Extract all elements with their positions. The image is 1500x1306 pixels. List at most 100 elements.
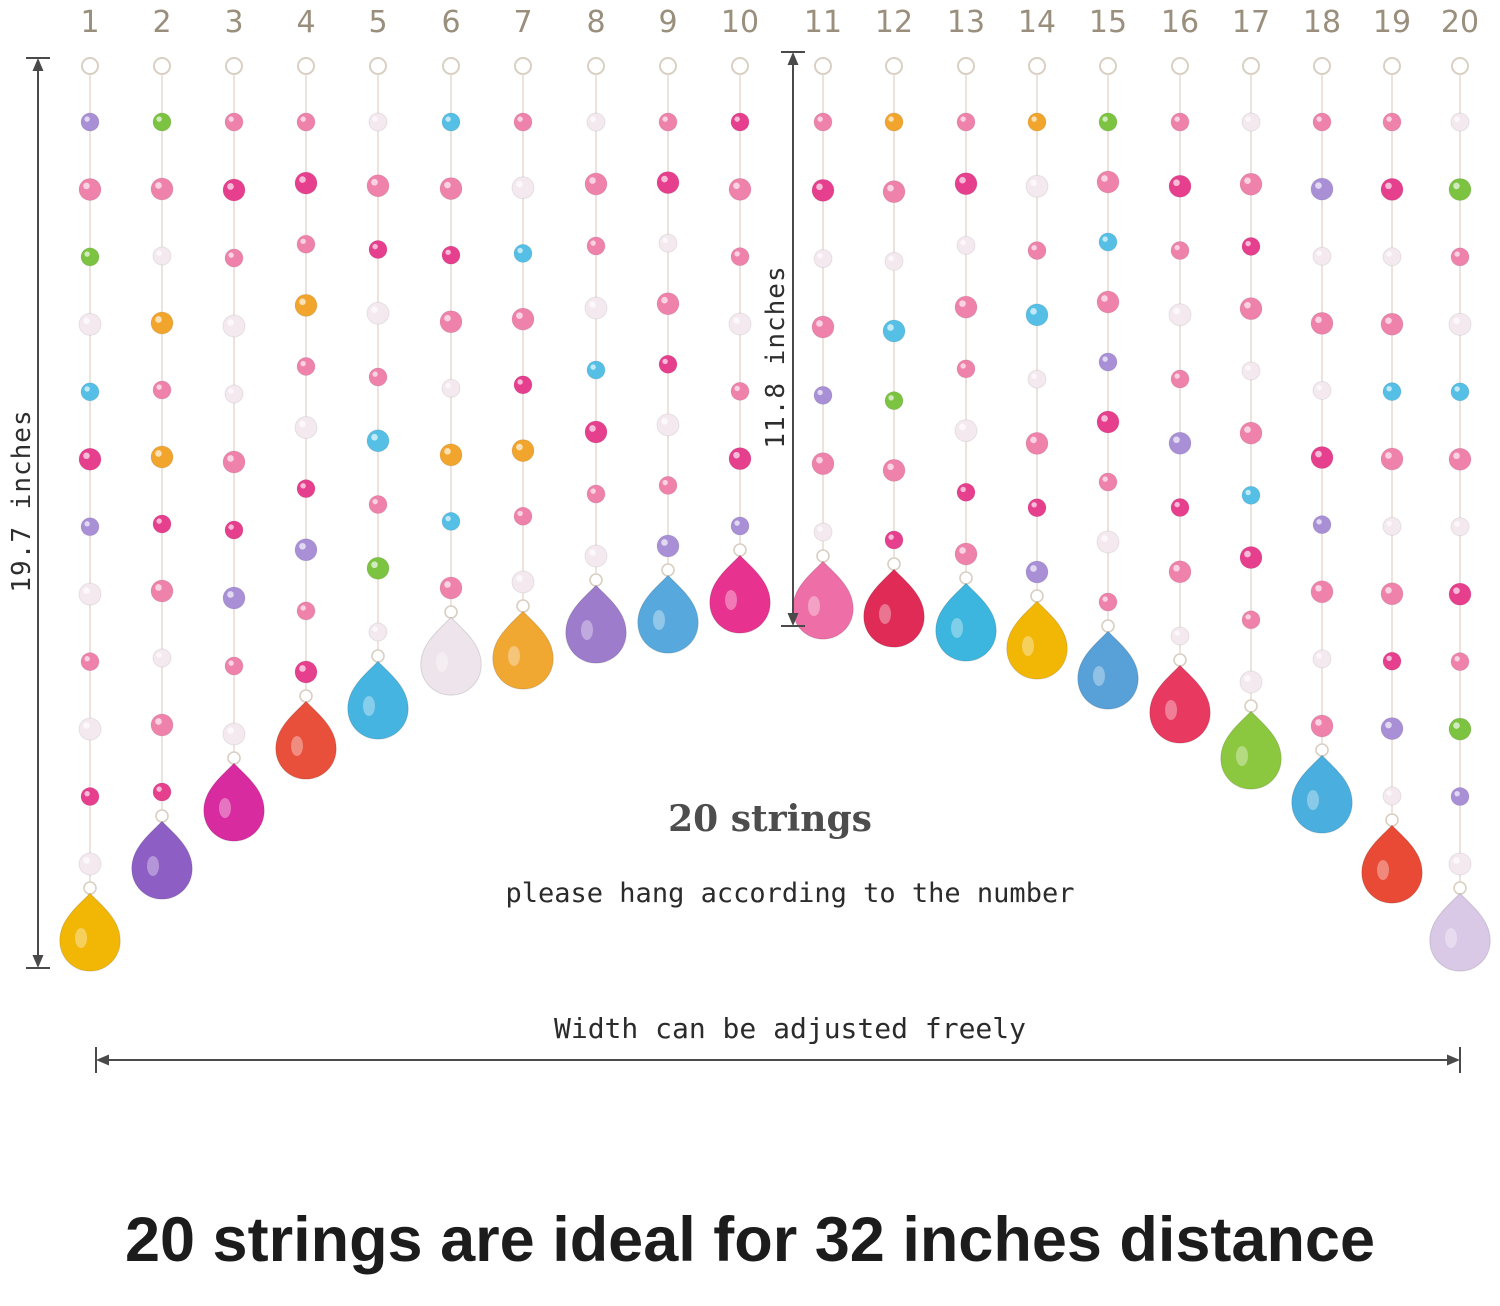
bead: [296, 234, 316, 254]
bead: [1380, 582, 1404, 606]
bead-highlight: [816, 183, 823, 191]
bead: [1241, 236, 1261, 256]
bead: [954, 295, 978, 319]
bead: [1170, 626, 1190, 646]
bead-highlight: [1174, 501, 1180, 508]
bead: [1382, 112, 1402, 132]
bead-highlight: [156, 786, 162, 792]
string-number: 15: [1089, 5, 1127, 40]
bead-highlight: [1174, 630, 1180, 636]
bead: [956, 112, 976, 132]
bead-highlight: [444, 181, 451, 189]
bead: [296, 479, 316, 499]
bead-highlight: [227, 183, 234, 190]
bead-string: 10: [709, 5, 771, 634]
bead-highlight: [83, 182, 90, 190]
bead-highlight: [156, 384, 162, 390]
bead-highlight: [1031, 244, 1037, 251]
bead-highlight: [661, 296, 668, 304]
string-number: 6: [441, 5, 460, 40]
bead: [1382, 651, 1402, 671]
hanger-ring-icon: [1383, 57, 1401, 75]
bead-highlight: [227, 727, 234, 734]
bead-highlight: [1454, 790, 1460, 797]
bead: [1239, 172, 1263, 196]
bead: [511, 176, 535, 200]
bead-highlight: [227, 591, 234, 598]
teardrop-bead: [935, 582, 997, 662]
bead: [954, 542, 978, 566]
bead: [294, 660, 318, 684]
bead-highlight: [300, 605, 306, 611]
string-number: 19: [1373, 5, 1411, 40]
bottom-caption-text: 20 strings are ideal for 32 inches dista…: [124, 1205, 1376, 1275]
bead-string: 20: [1429, 5, 1491, 972]
bead-highlight: [84, 790, 90, 797]
bead-highlight: [300, 483, 306, 489]
bead-highlight: [1454, 656, 1460, 662]
bead-string: 11: [792, 5, 854, 640]
bead-highlight: [1244, 301, 1251, 309]
bead-highlight: [1173, 179, 1180, 187]
drop-loop-icon: [1173, 653, 1187, 667]
bead: [1312, 515, 1332, 535]
bead-highlight: [1030, 308, 1037, 315]
bead: [152, 514, 172, 534]
string-number: 16: [1161, 5, 1199, 40]
bead: [1448, 852, 1472, 876]
bead: [80, 247, 100, 267]
bead-highlight: [1102, 116, 1108, 122]
drop-loop-icon: [1315, 743, 1329, 757]
bead-highlight: [1245, 365, 1251, 371]
drop-loop-icon: [371, 649, 385, 663]
bead-highlight: [84, 656, 90, 662]
bead-highlight: [661, 539, 668, 546]
bead: [1239, 670, 1263, 694]
teardrop-bead: [792, 560, 854, 640]
bead: [224, 384, 244, 404]
bead: [1382, 516, 1402, 536]
bead: [150, 579, 174, 603]
bead: [730, 381, 750, 401]
bead-highlight: [960, 239, 966, 246]
bead: [1382, 247, 1402, 267]
drop-loop-icon: [887, 557, 901, 571]
string-number: 18: [1303, 5, 1341, 40]
bead: [1025, 560, 1049, 584]
string-number: 3: [224, 5, 243, 40]
bead: [1382, 786, 1402, 806]
string-number: 9: [658, 5, 677, 40]
bead-highlight: [445, 116, 451, 122]
bead-highlight: [1244, 177, 1251, 185]
teardrop-bead: [492, 610, 554, 690]
bead-highlight: [1101, 175, 1108, 182]
bead-highlight: [227, 319, 234, 326]
bead-highlight: [1316, 250, 1322, 257]
bead-highlight: [1385, 182, 1392, 190]
teardrop-highlight: [1093, 666, 1105, 686]
bead: [1450, 112, 1470, 132]
bead: [222, 450, 246, 474]
hanger-ring-icon: [885, 57, 903, 75]
bead: [1310, 311, 1334, 335]
bead: [439, 576, 463, 600]
hanger-ring-icon: [1171, 57, 1189, 75]
drop-loop-icon: [1030, 589, 1044, 603]
bead-highlight: [1316, 116, 1322, 122]
bead-highlight: [83, 587, 90, 594]
bead: [656, 413, 680, 437]
bead-string: 12: [863, 5, 925, 648]
bead-string: 1: [59, 5, 121, 972]
bead-highlight: [661, 418, 668, 425]
teardrop-highlight: [725, 590, 737, 610]
bead-highlight: [1385, 586, 1392, 594]
bead-highlight: [155, 450, 162, 457]
bead: [730, 247, 750, 267]
bead: [1241, 610, 1261, 630]
bead: [813, 385, 833, 405]
teardrop-bead: [863, 568, 925, 648]
bead-highlight: [1454, 521, 1460, 527]
bead-highlight: [1245, 116, 1251, 122]
bead: [513, 375, 533, 395]
